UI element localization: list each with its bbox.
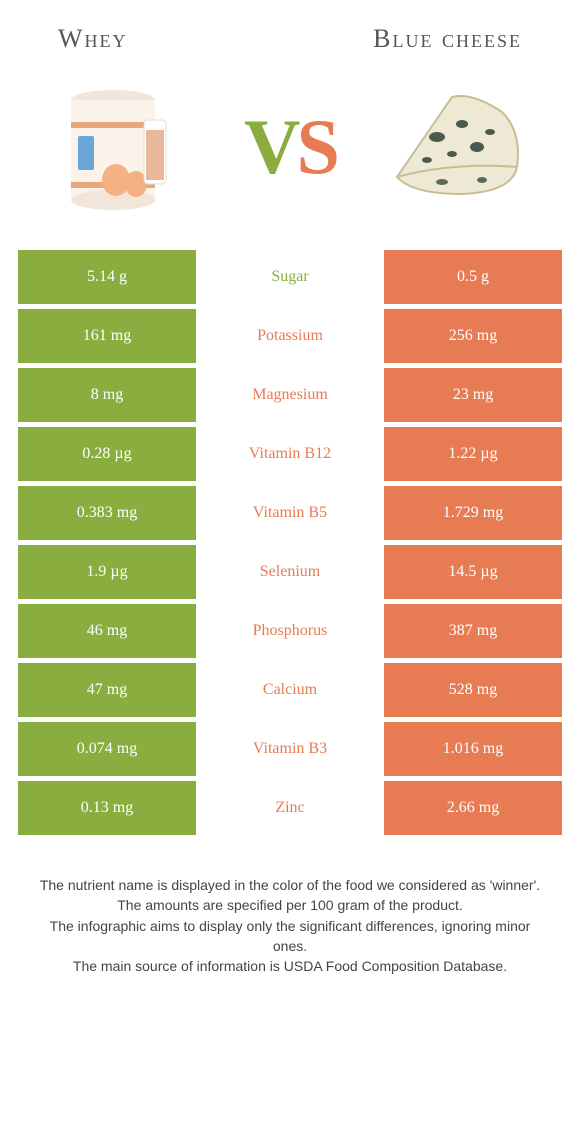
left-value-cell: 0.383 mg bbox=[18, 486, 196, 540]
blue-cheese-icon bbox=[382, 82, 532, 212]
left-value-cell: 0.13 mg bbox=[18, 781, 196, 835]
table-row: 161 mgPotassium256 mg bbox=[18, 309, 562, 363]
nutrient-name-cell: Potassium bbox=[201, 309, 379, 363]
nutrient-name-cell: Magnesium bbox=[201, 368, 379, 422]
table-row: 0.13 mgZinc2.66 mg bbox=[18, 781, 562, 835]
nutrient-name-cell: Phosphorus bbox=[201, 604, 379, 658]
vs-s: S bbox=[296, 103, 335, 190]
right-value-cell: 2.66 mg bbox=[384, 781, 562, 835]
table-row: 47 mgCalcium528 mg bbox=[18, 663, 562, 717]
header: Whey Blue cheese bbox=[18, 0, 562, 64]
table-row: 0.383 mgVitamin B51.729 mg bbox=[18, 486, 562, 540]
left-value-cell: 0.28 µg bbox=[18, 427, 196, 481]
whey-icon bbox=[58, 72, 188, 222]
food-title-right: Blue cheese bbox=[373, 24, 522, 54]
left-value-cell: 1.9 µg bbox=[18, 545, 196, 599]
footnotes: The nutrient name is displayed in the co… bbox=[18, 835, 562, 976]
right-value-cell: 23 mg bbox=[384, 368, 562, 422]
table-row: 46 mgPhosphorus387 mg bbox=[18, 604, 562, 658]
nutrient-table: 5.14 gSugar0.5 g161 mgPotassium256 mg8 m… bbox=[18, 250, 562, 835]
right-value-cell: 0.5 g bbox=[384, 250, 562, 304]
vs-v: V bbox=[244, 103, 296, 190]
nutrient-name-cell: Vitamin B5 bbox=[201, 486, 379, 540]
food-image-right bbox=[382, 72, 532, 222]
left-value-cell: 161 mg bbox=[18, 309, 196, 363]
nutrient-name-cell: Sugar bbox=[201, 250, 379, 304]
nutrient-name-cell: Selenium bbox=[201, 545, 379, 599]
food-image-left bbox=[48, 72, 198, 222]
vs-label: VS bbox=[244, 102, 336, 192]
table-row: 8 mgMagnesium23 mg bbox=[18, 368, 562, 422]
footnote-line: The nutrient name is displayed in the co… bbox=[38, 875, 542, 895]
right-value-cell: 1.22 µg bbox=[384, 427, 562, 481]
table-row: 1.9 µgSelenium14.5 µg bbox=[18, 545, 562, 599]
nutrient-name-cell: Vitamin B3 bbox=[201, 722, 379, 776]
right-value-cell: 1.729 mg bbox=[384, 486, 562, 540]
infographic-container: Whey Blue cheese VS bbox=[0, 0, 580, 976]
right-value-cell: 256 mg bbox=[384, 309, 562, 363]
food-title-left: Whey bbox=[58, 24, 128, 54]
left-value-cell: 5.14 g bbox=[18, 250, 196, 304]
footnote-line: The amounts are specified per 100 gram o… bbox=[38, 895, 542, 915]
hero-row: VS bbox=[18, 64, 562, 250]
left-value-cell: 8 mg bbox=[18, 368, 196, 422]
right-value-cell: 1.016 mg bbox=[384, 722, 562, 776]
nutrient-name-cell: Vitamin B12 bbox=[201, 427, 379, 481]
right-value-cell: 14.5 µg bbox=[384, 545, 562, 599]
footnote-line: The infographic aims to display only the… bbox=[38, 916, 542, 957]
left-value-cell: 46 mg bbox=[18, 604, 196, 658]
right-value-cell: 528 mg bbox=[384, 663, 562, 717]
table-row: 5.14 gSugar0.5 g bbox=[18, 250, 562, 304]
nutrient-name-cell: Calcium bbox=[201, 663, 379, 717]
nutrient-name-cell: Zinc bbox=[201, 781, 379, 835]
table-row: 0.074 mgVitamin B31.016 mg bbox=[18, 722, 562, 776]
footnote-line: The main source of information is USDA F… bbox=[38, 956, 542, 976]
left-value-cell: 0.074 mg bbox=[18, 722, 196, 776]
left-value-cell: 47 mg bbox=[18, 663, 196, 717]
table-row: 0.28 µgVitamin B121.22 µg bbox=[18, 427, 562, 481]
right-value-cell: 387 mg bbox=[384, 604, 562, 658]
